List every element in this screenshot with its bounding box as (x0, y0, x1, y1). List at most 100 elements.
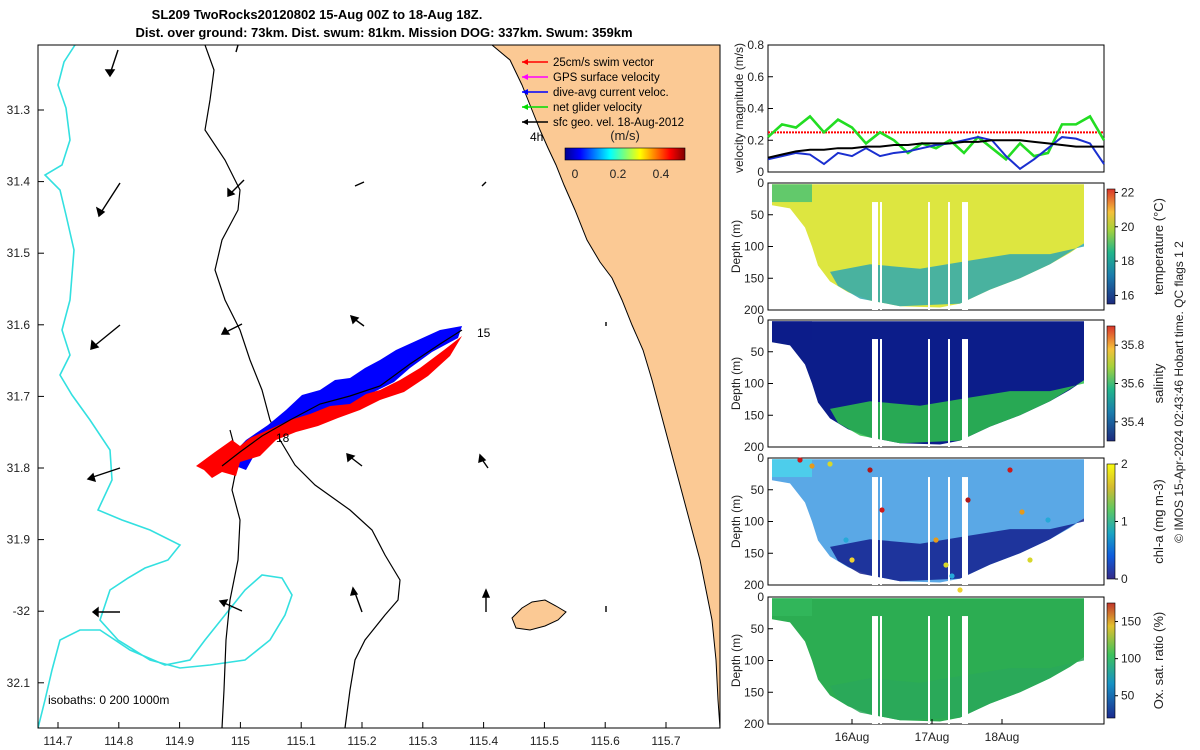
legend-entry: dive-avg current veloc. (553, 87, 669, 99)
colorbar-label: Ox. sat. ratio (%) (1151, 612, 1166, 710)
colorbar-tick-label: 1 (1121, 515, 1128, 529)
section-ytick-label: 200 (744, 717, 764, 731)
chl-sample-point (1045, 517, 1051, 523)
section-data-gap (880, 202, 882, 310)
velocity-ylabel: velocity magnitude (m/s) (732, 43, 746, 173)
chl-sample-point (843, 537, 849, 543)
colorbar-tick-label: 35.4 (1121, 415, 1145, 429)
map-xtick-label: 115.6 (591, 734, 620, 748)
section-ylabel: Depth (m) (729, 634, 743, 687)
section-data-gap (928, 616, 930, 724)
velocity-panel: 0 0.2 0.4 0.6 0.8 velocity magnitude (m/s) (732, 38, 1106, 179)
section-surface-layer (772, 459, 812, 478)
time-tick-label: 17Aug (915, 730, 950, 744)
velocity-ytick-label: 0.4 (747, 102, 764, 116)
colorbar-tick-label: 150 (1121, 615, 1141, 629)
section-ytick-label: 100 (744, 377, 764, 391)
legend-arrowhead (522, 104, 528, 110)
map-xtick-label: 115.1 (287, 734, 316, 748)
section-data-gap (962, 202, 968, 310)
map-xtick-label: 115.2 (347, 734, 376, 748)
legend-arrowhead (522, 59, 528, 65)
map-label-18: 18 (276, 431, 290, 445)
colorbar-label: temperature (°C) (1151, 198, 1166, 295)
map-ytick-label: -32 (13, 604, 31, 618)
section-deep-layer (830, 380, 1084, 444)
section-data-gap (880, 616, 882, 724)
section-ytick-label: 150 (744, 408, 764, 422)
section-ytick-label: 0 (757, 313, 764, 327)
section-surface-layer (772, 598, 812, 617)
track-swim-red (196, 336, 462, 478)
section-colorbar (1106, 463, 1116, 580)
section-data-gap (928, 202, 930, 310)
velocity-arrows (86, 45, 607, 618)
legend-entry: net glider velocity (553, 102, 642, 114)
section-ytick-label: 100 (744, 515, 764, 529)
colorbar-tick-label: 22 (1121, 185, 1135, 199)
section-deep-layer (830, 657, 1084, 721)
map-colorbar-tick: 0 (572, 167, 579, 181)
velocity-ytick-label: 0.6 (747, 70, 764, 84)
map-ytick-label: 31.7 (7, 389, 31, 403)
section-data-gap (948, 616, 950, 724)
section-data-gap (948, 202, 950, 310)
map-label-4h: 4h (530, 130, 543, 144)
velocity-ytick-label: 0.2 (747, 133, 764, 147)
time-axis: 16Aug 17Aug 18Aug (835, 719, 1019, 744)
section-ytick-label: 0 (757, 590, 764, 604)
figure-title-line1: SL209 TwoRocks20120802 15-Aug 00Z to 18-… (152, 7, 483, 22)
section-data-gap (962, 339, 968, 447)
map-xtick-label: 115 (231, 734, 250, 748)
legend-entry: 25cm/s swim vector (553, 57, 654, 69)
velocity-yticks: 0 0.2 0.4 0.6 0.8 (747, 38, 773, 179)
section-ytick-label: 0 (757, 451, 764, 465)
legend-entry: sfc geo. vel. 18-Aug-2012 (553, 117, 684, 129)
section-data-gap (948, 477, 950, 585)
map-ytick-label: 31.8 (7, 461, 31, 475)
section-ytick-label: 0 (757, 176, 764, 190)
section-ytick-label: 50 (751, 622, 765, 636)
chl-sample-point (957, 587, 963, 593)
velocity-ytick-label: 0.8 (747, 38, 764, 52)
colorbar-tick-label: 16 (1121, 288, 1135, 302)
map-xtick-label: 115.7 (651, 734, 680, 748)
section-ylabel: Depth (m) (729, 495, 743, 548)
colorbar-tick-label: 2 (1121, 457, 1128, 471)
map-ytick-label: 32.1 (7, 676, 31, 690)
section-ylabel: Depth (m) (729, 357, 743, 410)
map-colorbar-label: (m/s) (610, 128, 640, 143)
land-area (491, 45, 720, 728)
section-data-gap (872, 477, 878, 585)
velocity-frame (767, 44, 1105, 173)
island (511, 599, 567, 631)
chl-sample-point (849, 557, 855, 563)
isobath-1000m (38, 45, 293, 728)
map-colorbar (564, 147, 686, 161)
isobath-0m (221, 429, 241, 728)
map-label-15: 15 (477, 326, 491, 340)
section-ytick-label: 100 (744, 240, 764, 254)
section-data-gap (880, 477, 882, 585)
map-yticks: 31.3 31.4 31.5 31.6 31.7 31.8 31.9 -32 32.1 (7, 103, 44, 690)
map-ytick-label: 31.9 (7, 533, 31, 547)
map-xtick-label: 114.9 (165, 734, 194, 748)
section-surface-layer (772, 184, 812, 203)
map-colorbar-tick: 0.4 (653, 167, 670, 181)
section-ytick-label: 150 (744, 546, 764, 560)
section-ytick-label: 150 (744, 685, 764, 699)
map-xticks: 114.7 114.8 114.9 115 115.1 115.2 115.3 115.4 11… (43, 722, 681, 748)
map-xtick-label: 114.8 (104, 734, 133, 748)
chl-sample-point (879, 507, 885, 513)
colorbar-tick-label: 35.6 (1121, 377, 1145, 391)
map-xtick-label: 115.4 (469, 734, 498, 748)
map-xtick-label: 114.7 (43, 734, 72, 748)
legend-arrowhead (522, 74, 528, 80)
section-data-gap (928, 477, 930, 585)
section-ytick-label: 200 (744, 578, 764, 592)
colorbar-tick-label: 20 (1121, 220, 1135, 234)
map-ytick-label: 31.5 (7, 246, 31, 260)
chl-sample-point (867, 467, 873, 473)
map-ytick-label: 31.6 (7, 318, 31, 332)
